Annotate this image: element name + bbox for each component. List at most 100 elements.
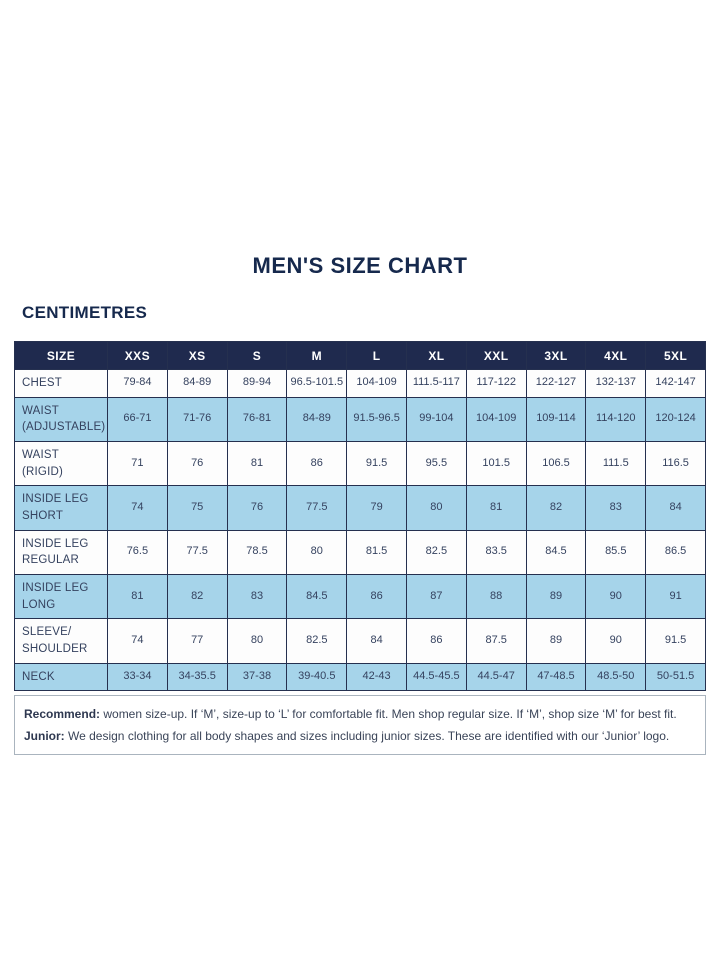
size-cell: 120-124: [645, 396, 706, 443]
size-cell: 91.5-96.5: [346, 396, 407, 443]
column-header-s: S: [226, 341, 288, 370]
size-cell: 90: [585, 618, 647, 664]
size-cell: 109-114: [525, 396, 587, 443]
size-cell: 114-120: [585, 396, 647, 443]
size-cell: 89: [525, 574, 587, 620]
units-label: CENTIMETRES: [22, 303, 148, 322]
size-cell: 91: [645, 574, 706, 620]
table-row: NECK 33-34 34-35.5 37-38 39-40.5 42-43 44.5-45…: [14, 662, 706, 692]
size-cell: 80: [226, 618, 288, 664]
size-cell: 82: [166, 574, 228, 620]
size-cell: 83: [226, 574, 288, 620]
size-cell: 84: [645, 485, 706, 531]
size-cell: 71-76: [166, 396, 228, 443]
size-cell: 76-81: [226, 396, 288, 443]
column-header-xs: XS: [166, 341, 228, 370]
row-label: WAIST (ADJUSTABLE): [14, 396, 108, 443]
size-cell: 50-51.5: [645, 662, 706, 692]
size-cell: 47-48.5: [525, 662, 587, 692]
size-cell: 39-40.5: [286, 662, 348, 692]
size-cell: 84-89: [166, 369, 228, 398]
size-cell: 79: [346, 485, 407, 531]
size-cell: 106.5: [525, 441, 587, 487]
size-cell: 81: [465, 485, 527, 531]
column-header-l: L: [346, 341, 407, 370]
size-cell: 48.5-50: [585, 662, 647, 692]
size-cell: 86.5: [645, 529, 706, 576]
page-title: MEN'S SIZE CHART: [252, 253, 468, 278]
size-chart-table: SIZE XXS XS S M L XL XXL 3XL 4XL 5XL CHEST 79-84 84-…: [14, 341, 706, 692]
size-cell: 142-147: [645, 369, 706, 398]
column-header-5xl: 5XL: [645, 341, 706, 370]
size-cell: 122-127: [525, 369, 587, 398]
size-cell: 87.5: [465, 618, 527, 664]
size-cell: 83: [585, 485, 647, 531]
size-cell: 76: [166, 441, 228, 487]
size-cell: 33-34: [107, 662, 168, 692]
column-header-xxl: XXL: [465, 341, 527, 370]
size-cell: 117-122: [465, 369, 527, 398]
fit-notes-box: Recommend: women size-up. If ‘M’, size-u…: [14, 695, 706, 756]
row-label: NECK: [14, 662, 108, 692]
junior-note-text: We design clothing for all body shapes a…: [64, 729, 670, 744]
size-cell: 111.5: [585, 441, 647, 487]
size-cell: 86: [346, 574, 407, 620]
table-row: INSIDE LEG REGULAR 76.5 77.5 78.5 80 81.5 82.5…: [14, 529, 706, 576]
size-cell: 44.5-47: [465, 662, 527, 692]
size-cell: 116.5: [645, 441, 706, 487]
size-cell: 88: [465, 574, 527, 620]
size-cell: 81: [226, 441, 288, 487]
recommend-note: Recommend: women size-up. If ‘M’, size-u…: [24, 703, 696, 725]
size-cell: 82.5: [405, 529, 467, 576]
size-cell: 91.5: [645, 618, 706, 664]
junior-note: Junior: We design clothing for all body …: [24, 725, 696, 747]
size-cell: 96.5-101.5: [286, 369, 348, 398]
size-cell: 132-137: [585, 369, 647, 398]
size-cell: 76.5: [107, 529, 168, 576]
size-cell: 81: [107, 574, 168, 620]
size-cell: 81.5: [346, 529, 407, 576]
size-cell: 84.5: [525, 529, 587, 576]
size-cell: 42-43: [346, 662, 407, 692]
size-cell: 104-109: [465, 396, 527, 443]
size-cell: 44.5-45.5: [405, 662, 467, 692]
size-cell: 86: [405, 618, 467, 664]
size-cell: 80: [286, 529, 348, 576]
table-row: INSIDE LEG SHORT 74 75 76 77.5 79 80 81 82 83 84: [14, 485, 706, 531]
row-label: INSIDE LEG REGULAR: [14, 529, 108, 576]
size-cell: 82.5: [286, 618, 348, 664]
size-cell: 85.5: [585, 529, 647, 576]
size-cell: 78.5: [226, 529, 288, 576]
size-cell: 79-84: [107, 369, 168, 398]
size-cell: 84-89: [286, 396, 348, 443]
size-cell: 111.5-117: [405, 369, 467, 398]
size-cell: 87: [405, 574, 467, 620]
size-cell: 84: [346, 618, 407, 664]
table-header-row: SIZE XXS XS S M L XL XXL 3XL 4XL 5XL: [14, 341, 706, 370]
size-cell: 80: [405, 485, 467, 531]
size-cell: 84.5: [286, 574, 348, 620]
size-cell: 34-35.5: [166, 662, 228, 692]
size-cell: 66-71: [107, 396, 168, 443]
recommend-note-label: Recommend:: [24, 707, 101, 722]
column-header-4xl: 4XL: [585, 341, 647, 370]
table-row: SLEEVE/ SHOULDER 74 77 80 82.5 84 86 87.5 89 90 91…: [14, 618, 706, 664]
size-cell: 83.5: [465, 529, 527, 576]
column-header-xl: XL: [405, 341, 467, 370]
column-header-xxs: XXS: [107, 341, 168, 370]
row-label: INSIDE LEG SHORT: [14, 485, 108, 531]
size-cell: 77.5: [166, 529, 228, 576]
size-cell: 74: [107, 485, 168, 531]
size-cell: 89-94: [226, 369, 288, 398]
table-row: WAIST (RIGID) 71 76 81 86 91.5 95.5 101.5 106.5 1…: [14, 441, 706, 487]
row-label: INSIDE LEG LONG: [14, 574, 108, 620]
row-label: SLEEVE/ SHOULDER: [14, 618, 108, 664]
size-cell: 82: [525, 485, 587, 531]
junior-note-label: Junior:: [24, 729, 65, 744]
table-row: INSIDE LEG LONG 81 82 83 84.5 86 87 88 89 90 91: [14, 574, 706, 620]
size-cell: 86: [286, 441, 348, 487]
row-label: WAIST (RIGID): [14, 441, 108, 487]
size-cell: 90: [585, 574, 647, 620]
size-cell: 74: [107, 618, 168, 664]
